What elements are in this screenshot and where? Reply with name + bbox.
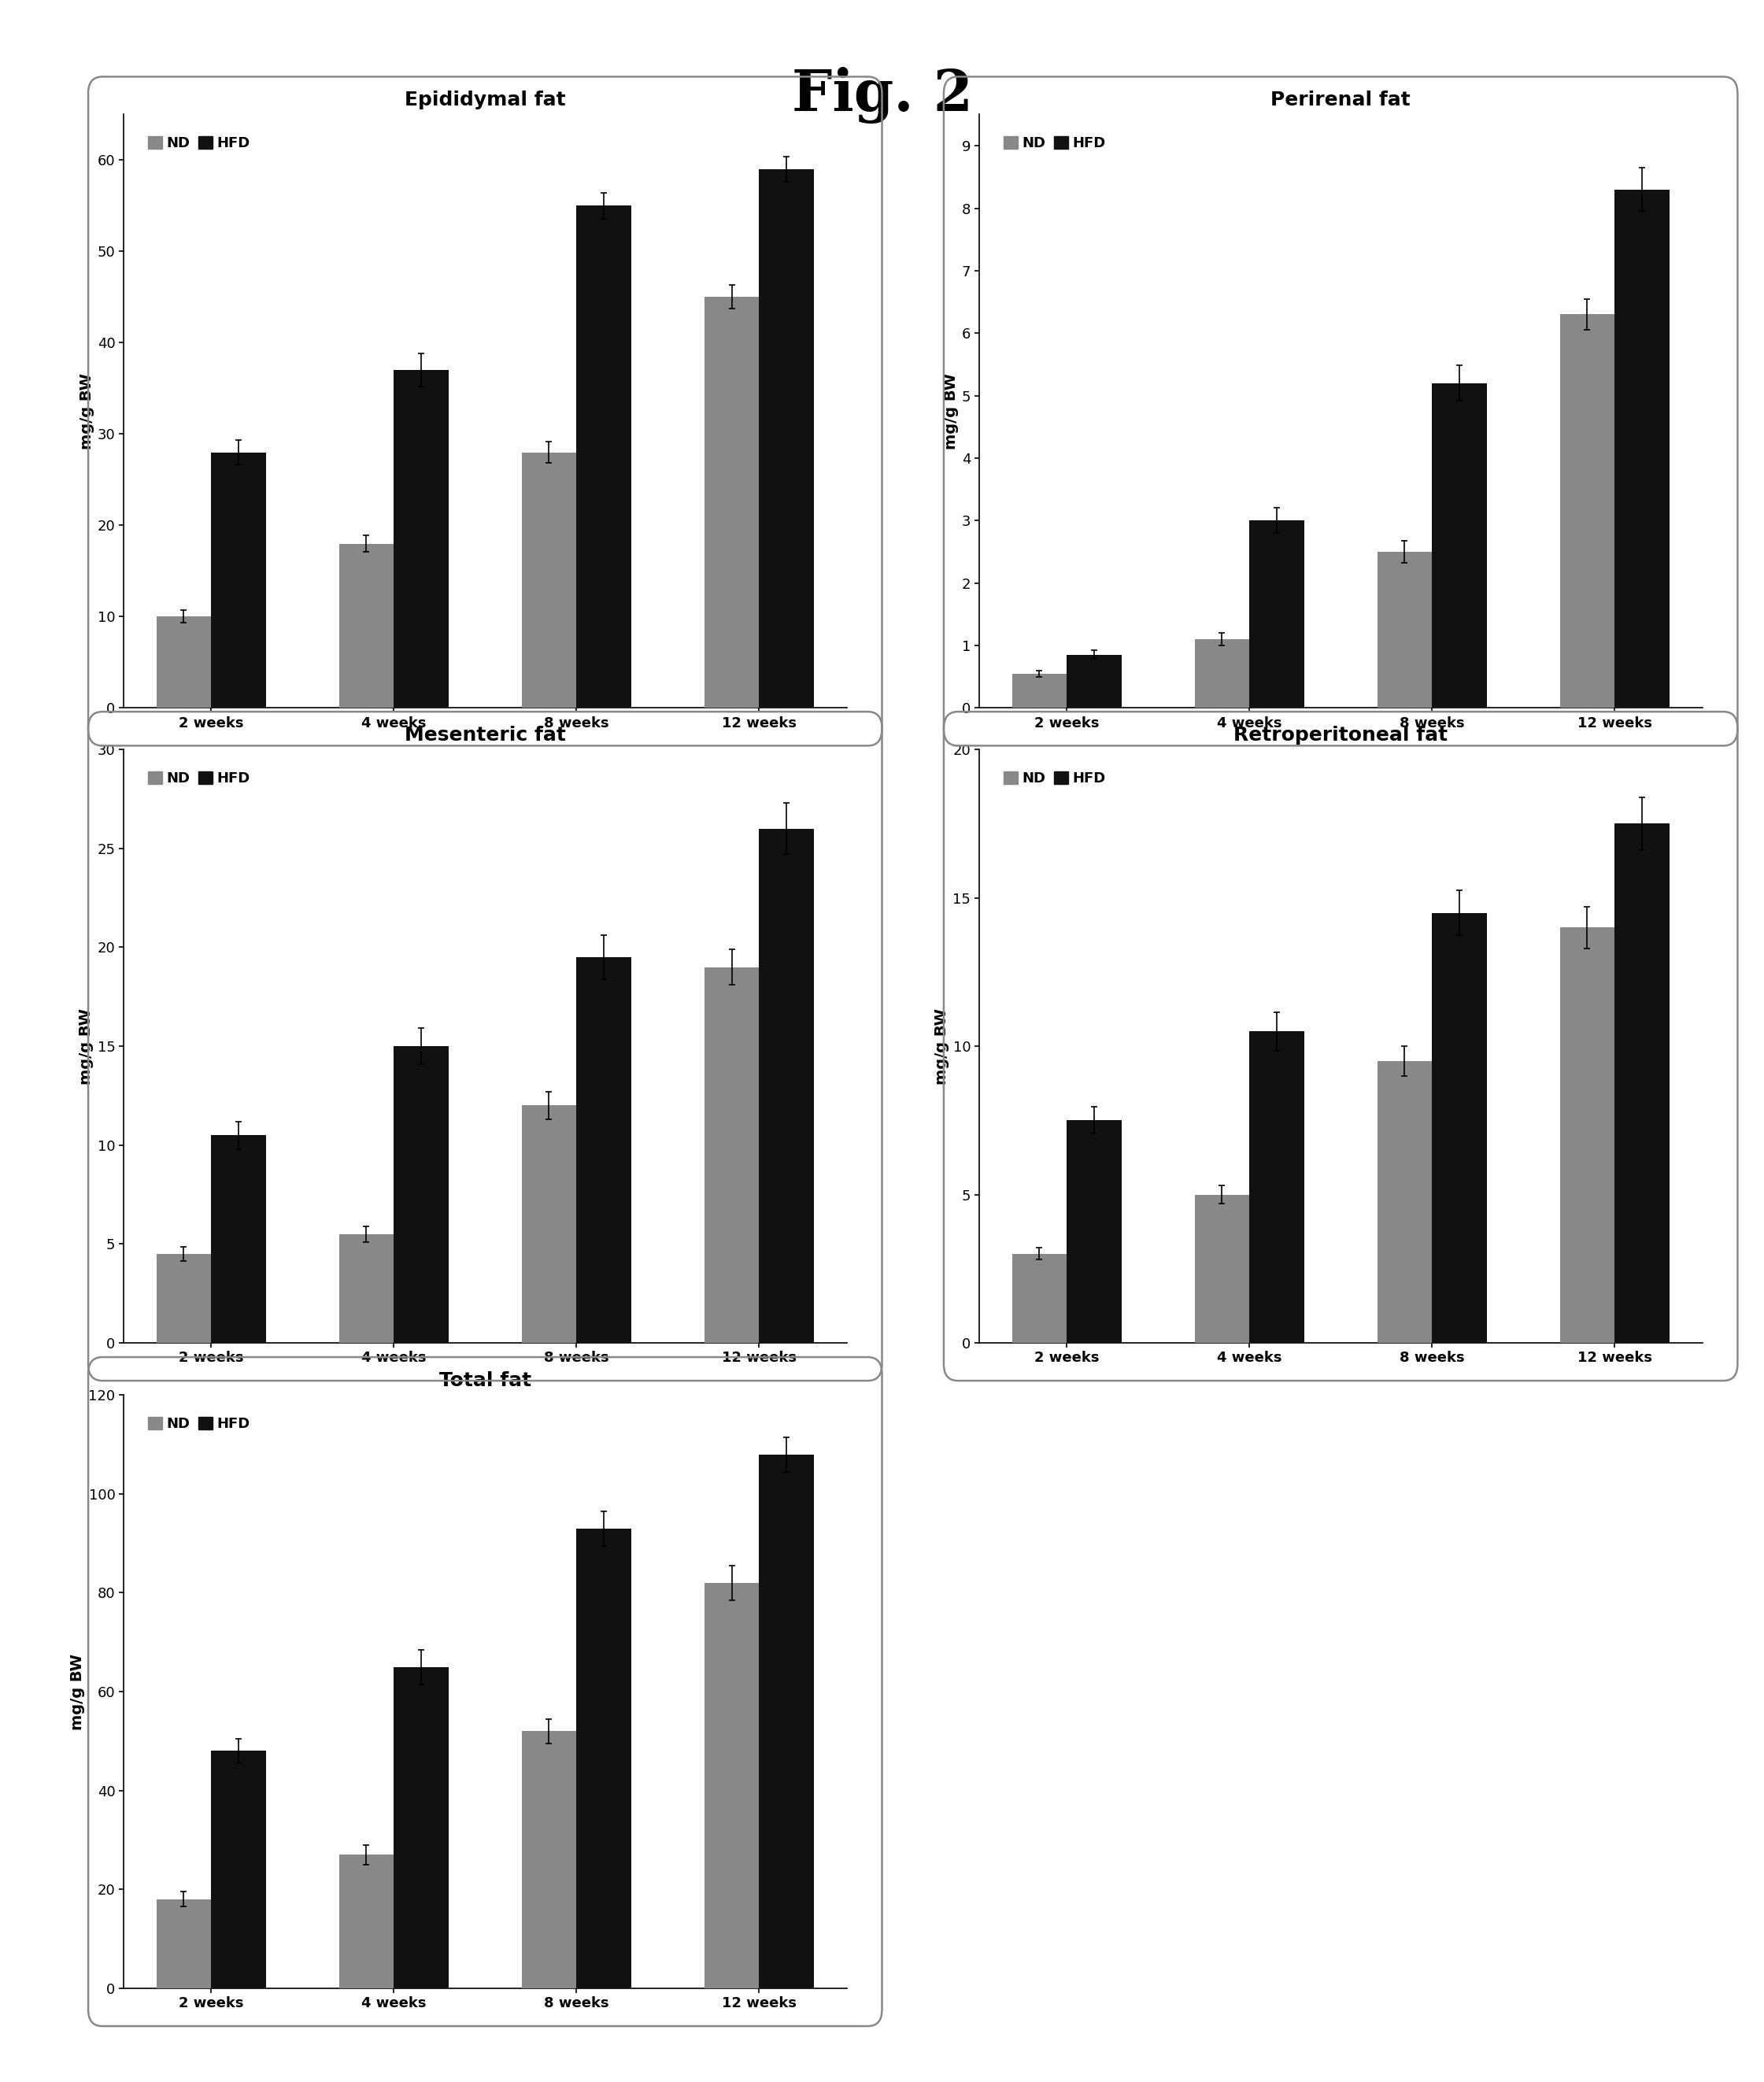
Bar <box>759 829 813 1343</box>
Bar <box>212 1135 266 1343</box>
Bar <box>1432 912 1487 1343</box>
Legend: ND, HFD: ND, HFD <box>145 133 252 154</box>
Bar <box>1249 1031 1304 1343</box>
Bar <box>1432 383 1487 708</box>
Bar <box>1378 1062 1432 1343</box>
Bar <box>1249 520 1304 708</box>
Legend: ND, HFD: ND, HFD <box>145 1414 252 1434</box>
Bar <box>157 1899 212 1988</box>
Y-axis label: mg/g BW: mg/g BW <box>944 373 958 450</box>
Bar <box>1067 654 1122 708</box>
Bar <box>393 371 448 708</box>
Title: Retroperitoneal fat: Retroperitoneal fat <box>1233 727 1448 745</box>
Title: Epididymal fat: Epididymal fat <box>404 92 566 110</box>
Bar <box>212 1751 266 1988</box>
Bar <box>1013 1253 1067 1343</box>
Bar <box>339 543 393 708</box>
Bar <box>157 1253 212 1343</box>
Bar <box>1378 552 1432 708</box>
Bar <box>393 1668 448 1988</box>
Title: Perirenal fat: Perirenal fat <box>1270 92 1411 110</box>
Y-axis label: mg/g BW: mg/g BW <box>935 1008 949 1085</box>
Y-axis label: mg/g BW: mg/g BW <box>71 1653 85 1730</box>
Bar <box>339 1855 393 1988</box>
Bar <box>1559 314 1614 708</box>
Bar <box>1067 1120 1122 1343</box>
Legend: ND, HFD: ND, HFD <box>145 768 252 789</box>
Bar <box>522 1106 577 1343</box>
Bar <box>1559 929 1614 1343</box>
Legend: ND, HFD: ND, HFD <box>1000 133 1108 154</box>
Bar <box>393 1047 448 1343</box>
Y-axis label: mg/g BW: mg/g BW <box>79 373 93 450</box>
Bar <box>212 452 266 708</box>
Bar <box>704 966 759 1343</box>
Bar <box>1013 675 1067 708</box>
Legend: ND, HFD: ND, HFD <box>1000 768 1108 789</box>
Bar <box>704 1582 759 1988</box>
Bar <box>1614 189 1669 708</box>
Bar <box>1194 1195 1249 1343</box>
Bar <box>577 206 632 708</box>
Bar <box>339 1235 393 1343</box>
Bar <box>704 298 759 708</box>
Bar <box>577 1528 632 1988</box>
Bar <box>577 958 632 1343</box>
Title: Total fat: Total fat <box>439 1372 531 1391</box>
Bar <box>522 452 577 708</box>
Bar <box>1194 639 1249 708</box>
Bar <box>1614 824 1669 1343</box>
Bar <box>759 169 813 708</box>
Text: Fig. 2: Fig. 2 <box>792 67 972 123</box>
Y-axis label: mg/g BW: mg/g BW <box>79 1008 93 1085</box>
Bar <box>522 1732 577 1988</box>
Bar <box>157 616 212 708</box>
Bar <box>759 1453 813 1988</box>
Title: Mesenteric fat: Mesenteric fat <box>404 727 566 745</box>
